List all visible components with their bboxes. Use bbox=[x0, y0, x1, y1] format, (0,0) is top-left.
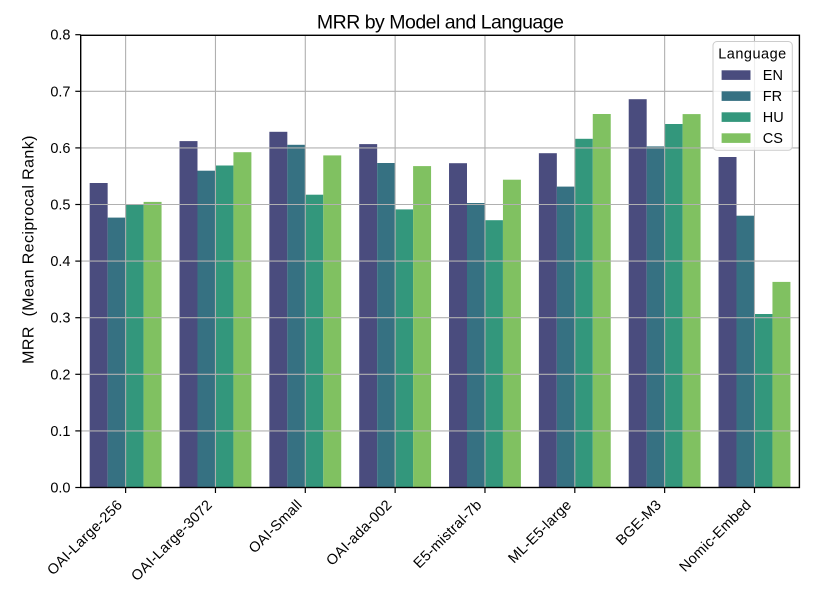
svg-text:0.2: 0.2 bbox=[50, 367, 70, 383]
svg-text:ML-E5-large: ML-E5-large bbox=[505, 497, 575, 567]
svg-text:MRR (Mean Reciprocal Rank): MRR (Mean Reciprocal Rank) bbox=[21, 135, 38, 364]
svg-text:OAI-ada-002: OAI-ada-002 bbox=[323, 497, 395, 569]
svg-text:E5-mistral-7b: E5-mistral-7b bbox=[411, 497, 486, 572]
svg-text:0.3: 0.3 bbox=[50, 311, 70, 327]
svg-text:Language: Language bbox=[718, 46, 787, 62]
svg-text:OAI-Small: OAI-Small bbox=[246, 497, 306, 557]
svg-text:OAI-Large-3072: OAI-Large-3072 bbox=[128, 497, 215, 584]
svg-text:OAI-Large-256: OAI-Large-256 bbox=[45, 497, 126, 578]
svg-text:0.1: 0.1 bbox=[50, 424, 70, 440]
svg-text:EN: EN bbox=[763, 68, 783, 84]
svg-text:0.6: 0.6 bbox=[50, 141, 70, 157]
svg-text:0.4: 0.4 bbox=[50, 254, 70, 270]
svg-text:Nomic-Embed: Nomic-Embed bbox=[677, 497, 755, 575]
svg-text:0.7: 0.7 bbox=[50, 84, 70, 100]
svg-text:FR: FR bbox=[763, 89, 782, 105]
svg-text:0.5: 0.5 bbox=[50, 198, 70, 214]
svg-text:CS: CS bbox=[763, 131, 783, 147]
svg-text:BGE-M3: BGE-M3 bbox=[613, 497, 665, 549]
svg-text:0.8: 0.8 bbox=[50, 28, 70, 44]
svg-text:MRR by Model and Language: MRR by Model and Language bbox=[317, 12, 564, 34]
svg-text:0.0: 0.0 bbox=[50, 481, 70, 497]
svg-text:HU: HU bbox=[763, 110, 784, 126]
